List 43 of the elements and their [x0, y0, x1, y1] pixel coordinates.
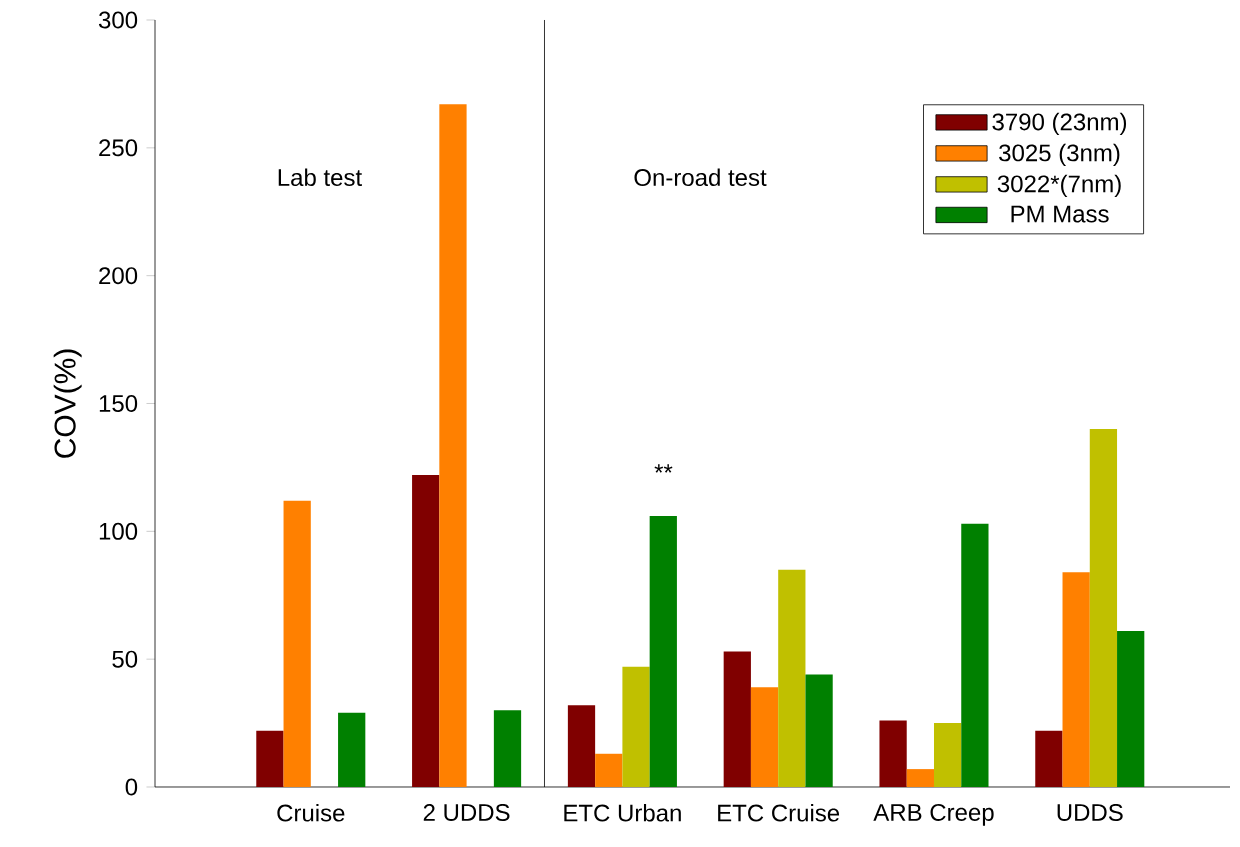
- annotation: Lab test: [278, 168, 362, 187]
- x-tick-label: 2 UDDS: [423, 803, 510, 821]
- y-tick-label: 300: [98, 11, 138, 29]
- x-tick-label: ARB Creep: [873, 803, 994, 826]
- annotation: **: [654, 464, 673, 473]
- bar: [256, 730, 284, 787]
- x-tick-label: UDDS: [1057, 803, 1123, 821]
- bar: [961, 523, 989, 787]
- bar: [879, 720, 907, 787]
- bar: [1089, 429, 1118, 787]
- x-tick-label: Cruise: [277, 803, 345, 822]
- bar: [595, 753, 623, 787]
- bar: [906, 769, 934, 787]
- y-axis-title: COV(%): [53, 349, 82, 458]
- bar: [338, 712, 366, 787]
- bar: [439, 104, 467, 787]
- bar: [283, 500, 311, 787]
- bar: [493, 710, 522, 787]
- bar: [805, 674, 833, 787]
- bar: [649, 516, 677, 787]
- bar: [778, 569, 806, 787]
- legend-label: PM Mass: [1011, 205, 1109, 223]
- bar: [750, 687, 779, 787]
- y-tick-label: 50: [112, 650, 138, 668]
- y-tick-label: 0: [125, 778, 138, 796]
- legend-label: 3025 (3nm): [999, 143, 1120, 167]
- y-tick-label: 200: [99, 267, 138, 285]
- legend-label: 3022*(7nm): [997, 174, 1121, 198]
- y-tick-label: 100: [99, 522, 138, 540]
- x-tick-label: ETC Cruise: [718, 803, 840, 822]
- bar: [1117, 631, 1145, 787]
- legend-label: 3790 (23nm): [992, 112, 1127, 136]
- bar: [723, 651, 751, 787]
- y-tick-label: 250: [99, 139, 138, 157]
- annotation: On-road test: [634, 168, 767, 187]
- bar: [622, 666, 650, 787]
- bar: [567, 705, 596, 787]
- bar: [1062, 572, 1090, 787]
- bar: [412, 475, 440, 787]
- bar: [933, 723, 962, 787]
- y-tick-label: 150: [99, 395, 138, 412]
- x-tick-label: ETC Urban: [564, 803, 681, 822]
- bar: [1035, 730, 1063, 787]
